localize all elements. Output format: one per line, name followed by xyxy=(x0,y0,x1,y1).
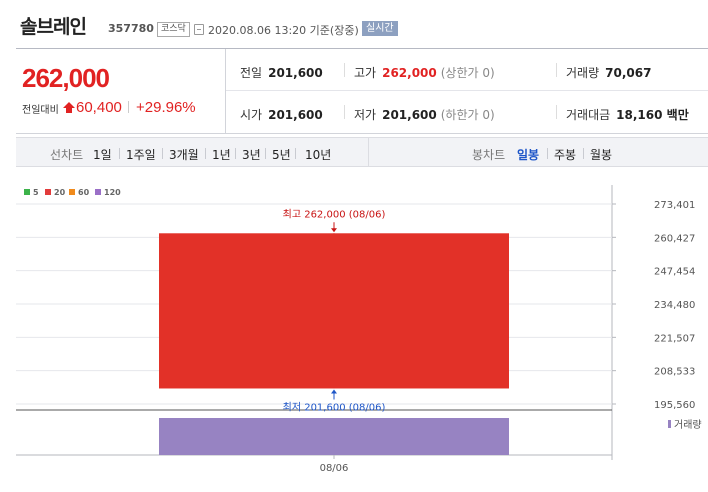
stats-row: 전일 201,600 고가 262,000 (상한가 0) 거래량 70,067 xyxy=(226,49,708,91)
period-1d[interactable]: 1일 xyxy=(93,148,112,162)
legend-label: 5 xyxy=(33,188,39,197)
market-badge: 코스닥 xyxy=(157,22,190,37)
divider xyxy=(344,105,345,119)
period-3m[interactable]: 3개월 xyxy=(169,148,199,162)
chart-period-bar: 선차트 1일 1주일 3개월 1년 3년 5년 10년 봉차트 일봉 주봉 월봉 xyxy=(16,137,708,167)
current-price-panel: 262,000 전일대비 60,400 +29.96% xyxy=(16,49,226,133)
divider xyxy=(583,148,584,159)
legend-swatch xyxy=(45,189,51,195)
stat-label: 전일 xyxy=(240,66,263,80)
stat-value: 201,600 xyxy=(382,108,437,122)
candle-weekly[interactable]: 주봉 xyxy=(554,148,577,162)
legend-ma20: 20 xyxy=(45,188,65,197)
y-tick-label: 273,401 xyxy=(654,200,695,211)
quote-datetime: 2020.08.06 13:20 기준(장중) xyxy=(208,24,359,37)
stat-volume: 거래량 70,067 xyxy=(566,64,651,81)
high-arrow-head xyxy=(331,228,337,233)
period-10y[interactable]: 10년 xyxy=(305,148,332,162)
stats-panel: 전일 201,600 고가 262,000 (상한가 0) 거래량 70,067 시가 2… xyxy=(226,49,708,133)
candle-daily[interactable]: 일봉 xyxy=(517,148,540,162)
legend-swatch xyxy=(69,189,75,195)
stat-value: 262,000 xyxy=(382,66,437,80)
divider xyxy=(547,148,548,159)
legend-ma120: 120 xyxy=(95,188,121,197)
divider xyxy=(162,148,163,159)
current-price: 262,000 xyxy=(22,63,110,93)
low-arrow-head xyxy=(331,389,337,394)
stat-value: 201,600 xyxy=(268,108,323,122)
stat-label: 거래대금 xyxy=(566,108,611,122)
y-tick-label: 208,533 xyxy=(654,367,695,378)
legend-label: 60 xyxy=(78,188,90,197)
candle-monthly[interactable]: 월봉 xyxy=(590,148,613,162)
divider xyxy=(344,63,345,77)
high-annotation: 최고 262,000 (08/06) xyxy=(283,208,386,220)
candle-body xyxy=(159,233,509,389)
stat-label: 시가 xyxy=(240,108,263,122)
divider xyxy=(205,148,206,159)
divider xyxy=(368,138,369,166)
change-rate: +29.96% xyxy=(136,99,196,116)
stat-open: 시가 201,600 xyxy=(240,106,323,123)
change-amount: 60,400 xyxy=(76,99,122,116)
stock-code: 357780 xyxy=(108,22,154,35)
stock-name: 솔브레인 xyxy=(20,16,87,38)
volume-legend-swatch xyxy=(668,420,671,428)
divider xyxy=(556,63,557,77)
volume-bar xyxy=(159,418,509,455)
line-chart-label: 선차트 xyxy=(50,148,84,162)
period-3y[interactable]: 3년 xyxy=(242,148,261,162)
divider xyxy=(128,101,129,113)
legend-label: 120 xyxy=(104,188,121,197)
stat-low: 저가 201,600 (하한가 0) xyxy=(354,106,495,123)
stat-note: (하한가 0) xyxy=(440,108,495,122)
stat-label: 저가 xyxy=(354,108,377,122)
stat-high: 고가 262,000 (상한가 0) xyxy=(354,64,495,81)
stat-note: (상한가 0) xyxy=(440,66,495,80)
y-tick-label: 234,480 xyxy=(654,300,695,311)
legend-label: 20 xyxy=(54,188,66,197)
legend-ma60: 60 xyxy=(69,188,89,197)
realtime-button[interactable]: 실시간 xyxy=(362,21,398,36)
y-tick-label: 260,427 xyxy=(654,233,695,244)
divider xyxy=(265,148,266,159)
legend-ma5: 5 xyxy=(24,188,39,197)
y-tick-label: 221,507 xyxy=(654,333,695,344)
divider xyxy=(556,105,557,119)
stat-prev-close: 전일 201,600 xyxy=(240,64,323,81)
stat-label: 거래량 xyxy=(566,66,600,80)
stats-row: 시가 201,600 저가 201,600 (하한가 0) 거래대금 18,160 백만 xyxy=(226,91,708,133)
stat-amount: 거래대금 18,160 백만 xyxy=(566,106,689,123)
stat-value: 70,067 xyxy=(605,66,652,80)
x-tick-label: 08/06 xyxy=(320,463,349,474)
stat-value: 18,160 백만 xyxy=(616,108,689,122)
price-summary: 262,000 전일대비 60,400 +29.96% 전일 201,600 고가… xyxy=(16,48,708,134)
candle-chart-label: 봉차트 xyxy=(472,148,506,162)
legend-swatch xyxy=(24,189,30,195)
y-tick-label: 195,560 xyxy=(654,400,695,411)
calendar-icon xyxy=(194,24,204,35)
stock-header: 솔브레인 357780 코스닥 2020.08.06 13:20 기준(장중) … xyxy=(0,0,708,44)
stat-label: 고가 xyxy=(354,66,377,80)
period-5y[interactable]: 5년 xyxy=(272,148,291,162)
up-arrow-icon xyxy=(63,102,75,113)
change-label: 전일대비 xyxy=(22,105,59,116)
period-1w[interactable]: 1주일 xyxy=(126,148,156,162)
legend-swatch xyxy=(95,189,101,195)
volume-legend-label: 거래량 xyxy=(674,419,702,431)
period-1y[interactable]: 1년 xyxy=(212,148,231,162)
low-annotation: 최저 201,600 (08/06) xyxy=(283,401,386,413)
divider xyxy=(295,148,296,159)
divider xyxy=(119,148,120,159)
divider xyxy=(235,148,236,159)
stat-value: 201,600 xyxy=(268,66,323,80)
y-tick-label: 247,454 xyxy=(654,267,695,278)
